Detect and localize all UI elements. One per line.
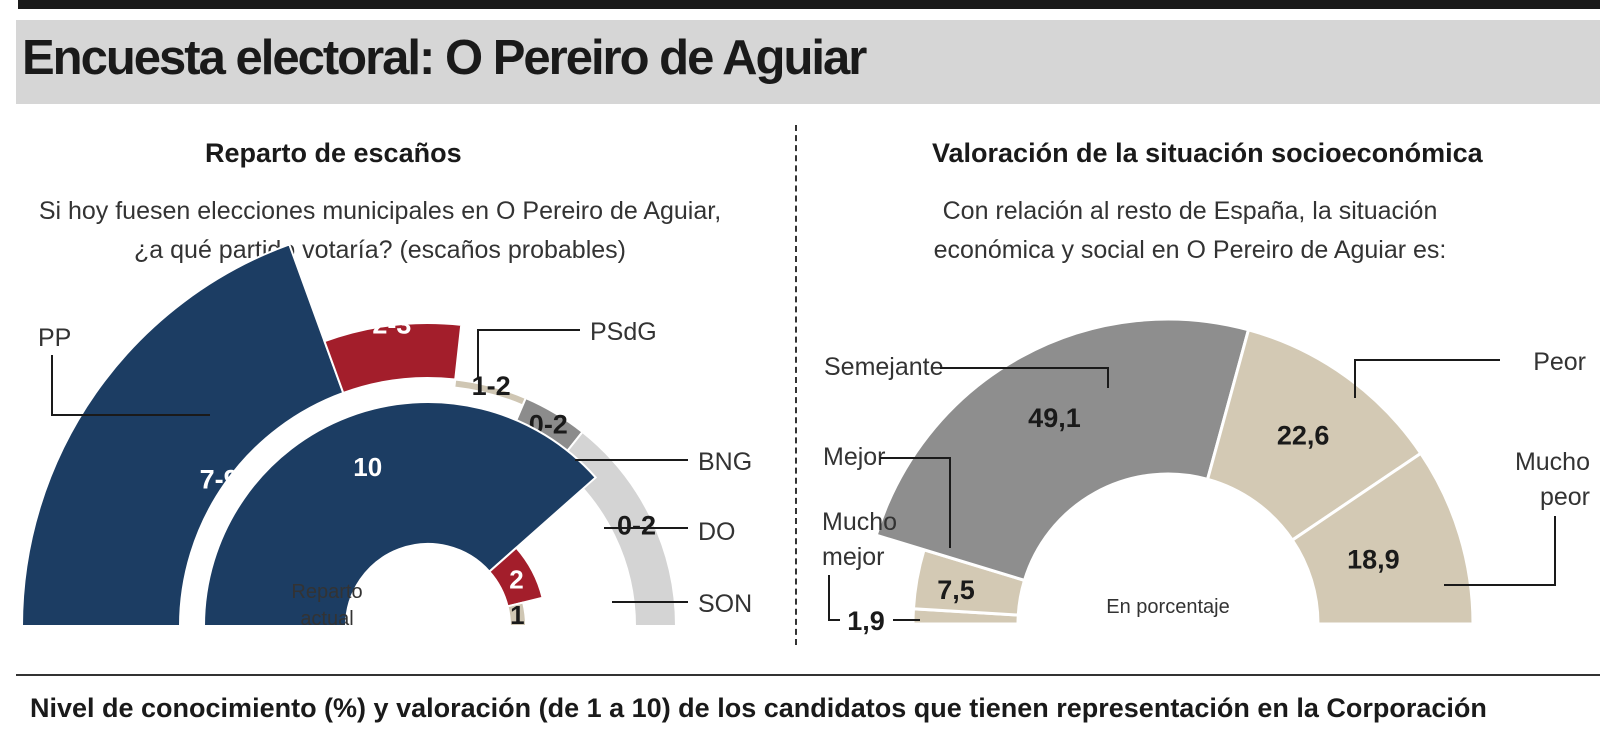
- inner-caption-line1: Reparto: [291, 581, 362, 603]
- assessment-label-semejante: Semejante: [824, 353, 944, 381]
- assessment-slice-mucho-peor: [1290, 451, 1475, 626]
- assessment-value-mucho-mejor: 1,9: [847, 606, 885, 636]
- seat-label-son: SON: [698, 590, 752, 618]
- left-chart-title: Reparto de escaños: [205, 138, 462, 168]
- assessment-value-peor: 22,6: [1277, 420, 1330, 450]
- seat-label-bng: BNG: [698, 448, 752, 476]
- right-subtitle-line1: Con relación al resto de España, la situ…: [942, 197, 1438, 225]
- seat-value-pp: 7-9: [200, 465, 239, 495]
- left-subtitle-line1: Si hoy fuesen elecciones municipales en …: [38, 197, 722, 225]
- current-value-bng: 1: [510, 600, 524, 630]
- leader-peor: [1354, 359, 1500, 398]
- left-chart-subtitle: Si hoy fuesen elecciones municipales en …: [20, 192, 740, 270]
- assessment-value-mejor: 7,5: [937, 575, 975, 605]
- right-chart-subtitle: Con relación al resto de España, la situ…: [900, 192, 1480, 270]
- seat-label-psdg: PSdG: [590, 318, 657, 346]
- current-value-psdg: 2: [509, 565, 523, 595]
- current-slice-psdg: [487, 546, 544, 608]
- seat-slice-psdg: [323, 322, 463, 395]
- current-value-pp: 10: [353, 452, 382, 482]
- center-caption: En porcentaje: [1106, 596, 1229, 618]
- current-slice-bng: [506, 601, 528, 627]
- top-rule: [18, 0, 1600, 9]
- inner-caption-line2: actual: [300, 608, 353, 630]
- right-chart-title: Valoración de la situación socioeconómic…: [932, 138, 1483, 168]
- seat-label-do: DO: [698, 518, 736, 546]
- assessment-label-mucho-mejor-line2: mejor: [822, 543, 885, 571]
- panel-divider: [795, 125, 797, 645]
- seat-value-psdg: 2-3: [372, 310, 411, 340]
- assessment-label-mucho-mejor-line1: Mucho: [822, 508, 897, 536]
- seat-slice-pp: [20, 243, 345, 627]
- leader-mucho-mejor: [828, 575, 840, 621]
- assessment-value-semejante: 49,1: [1028, 403, 1081, 433]
- current-slice-pp: [202, 401, 598, 627]
- assessment-label-mejor: Mejor: [823, 443, 886, 471]
- footer-rule: [16, 674, 1600, 676]
- title-band: [16, 20, 1600, 104]
- assessment-slice-semejante: [874, 317, 1251, 583]
- left-subtitle-line2: ¿a qué partido votaría? (escaños probabl…: [134, 236, 626, 264]
- leader-psdg: [477, 329, 580, 378]
- right-subtitle-line2: económica y social en O Pereiro de Aguia…: [933, 236, 1447, 264]
- leader-pp: [51, 355, 210, 416]
- footer-heading: Nivel de conocimiento (%) y valoración (…: [30, 693, 1487, 723]
- seat-value-son: 0-2: [617, 510, 656, 540]
- assessment-value-mucho-peor: 18,9: [1347, 545, 1400, 575]
- assessment-label-mucho-peor-line2: peor: [1540, 483, 1590, 511]
- leader-mejor: [880, 457, 951, 548]
- assessment-label-mucho-peor-line1: Mucho: [1515, 448, 1590, 476]
- leader-mucho-peor: [1444, 516, 1556, 586]
- seat-label-pp: PP: [38, 324, 71, 352]
- page-title: Encuesta electoral: O Pereiro de Aguiar: [22, 31, 867, 85]
- assessment-label-peor: Peor: [1533, 348, 1586, 376]
- leader-semejante: [940, 367, 1109, 388]
